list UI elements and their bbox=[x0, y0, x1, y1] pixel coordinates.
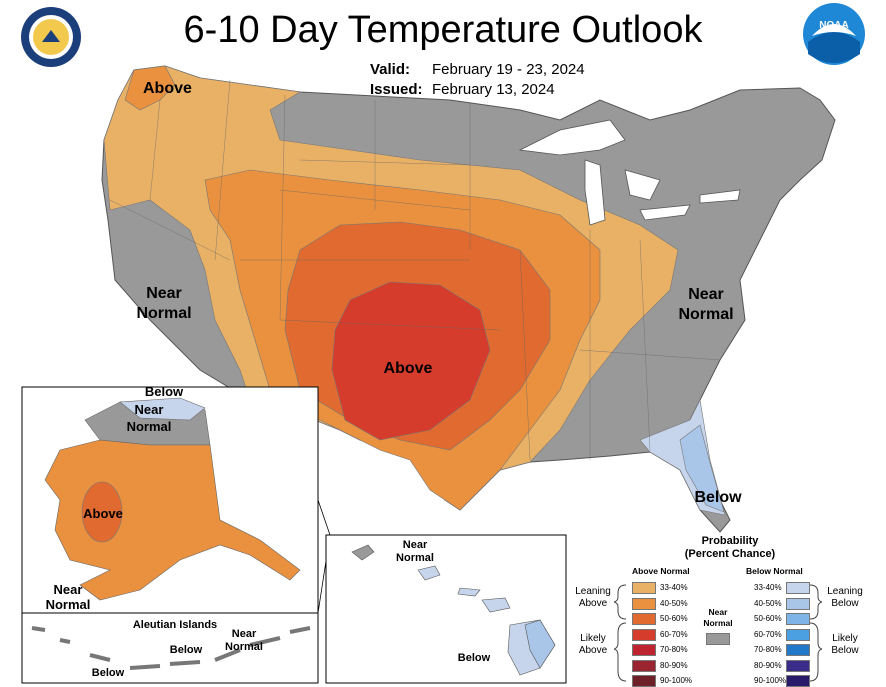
legend-likely-above-line2: Above bbox=[578, 645, 608, 656]
issued-label: Issued: bbox=[370, 81, 423, 98]
alaska-above-40-50-region bbox=[44, 439, 301, 601]
legend-likely-below-line2: Below bbox=[831, 645, 859, 656]
valid-label: Valid: bbox=[370, 61, 411, 78]
legend-below-swatch bbox=[786, 597, 810, 610]
legend-above-bin-label: 90-100% bbox=[660, 676, 693, 685]
legend-below-swatch bbox=[786, 675, 810, 687]
legend-below-swatch bbox=[786, 628, 810, 641]
legend-above-swatch bbox=[632, 582, 656, 594]
great-lakes bbox=[518, 119, 741, 226]
hawaii-maui bbox=[481, 597, 511, 613]
legend-near-normal-label: Near Normal bbox=[698, 607, 738, 629]
legend-above-swatch bbox=[632, 644, 656, 656]
legend-brace-left bbox=[614, 584, 627, 682]
issued-value: February 13, 2024 bbox=[432, 81, 555, 98]
legend-above-bin-label: 60-70% bbox=[660, 629, 688, 639]
legend-below-bin-label: 33-40% bbox=[754, 583, 782, 592]
legend-above-swatch bbox=[632, 675, 656, 687]
legend-below-bin-label: 80-90% bbox=[754, 660, 782, 670]
alaska-above-50-60-region bbox=[81, 481, 123, 543]
legend-likely-above: Likely Above bbox=[572, 633, 614, 657]
legend-title-line2: (Percent Chance) bbox=[684, 548, 776, 560]
legend-below-swatch bbox=[786, 582, 810, 594]
hawaii-molokai bbox=[457, 587, 481, 597]
page-title: 6-10 Day Temperature Outlook bbox=[183, 9, 703, 51]
legend-near-line1: Near bbox=[708, 607, 728, 617]
legend-below-bin-label: 40-50% bbox=[754, 598, 782, 608]
legend-above-swatch bbox=[632, 613, 656, 625]
legend-leaning-below: Leaning Below bbox=[822, 586, 868, 610]
legend-leaning-above-line1: Leaning bbox=[575, 586, 611, 597]
legend-near-line2: Normal bbox=[703, 618, 733, 628]
hawaii-kauai bbox=[351, 544, 375, 561]
aleutian-chain bbox=[31, 626, 311, 670]
legend-above-bin-label: 33-40% bbox=[660, 583, 688, 592]
legend-above-swatch bbox=[632, 597, 656, 610]
legend-below-bin-label: 60-70% bbox=[754, 629, 782, 639]
noaa-logo-icon: NOAA bbox=[803, 3, 865, 65]
hawaii-big-island-40-50 bbox=[524, 619, 556, 669]
state-lines bbox=[109, 79, 721, 461]
hawaii-oahu bbox=[417, 565, 441, 581]
below-40-50-region bbox=[679, 424, 725, 513]
legend-near-normal-swatch bbox=[706, 633, 730, 645]
legend-title-line1: Probability bbox=[701, 535, 759, 547]
legend-above-swatch bbox=[632, 628, 656, 641]
legend-leaning-above-line2: Above bbox=[578, 598, 608, 609]
legend-leaning-above: Leaning Above bbox=[572, 586, 614, 610]
noaa-logo-text: NOAA bbox=[819, 20, 848, 31]
legend-below-swatch bbox=[786, 659, 810, 672]
alaska-below-region bbox=[119, 397, 206, 421]
legend-brace-right bbox=[809, 584, 822, 682]
legend-above-header: Above Normal bbox=[632, 566, 690, 576]
legend-above-bin-label: 40-50% bbox=[660, 598, 688, 608]
legend-below-bin-label: 90-100% bbox=[754, 676, 787, 685]
legend-leaning-below-line2: Below bbox=[831, 598, 859, 609]
legend-above-bin-label: 70-80% bbox=[660, 645, 688, 654]
aleutian-inset-frame bbox=[21, 612, 319, 684]
legend-below-bin-label: 70-80% bbox=[754, 645, 782, 654]
legend-below-bin-label: 50-60% bbox=[754, 614, 782, 623]
legend-likely-below: Likely Below bbox=[822, 633, 868, 657]
date-block: Valid: February 19 - 23, 2024 Issued: Febr… bbox=[370, 60, 585, 100]
above-60-70-region bbox=[331, 281, 491, 441]
valid-value: February 19 - 23, 2024 bbox=[432, 61, 585, 78]
legend-above-bin-label: 80-90% bbox=[660, 660, 688, 670]
legend-below-swatch bbox=[786, 613, 810, 625]
legend-leaning-below-line1: Leaning bbox=[827, 586, 863, 597]
legend-likely-below-line1: Likely bbox=[832, 633, 858, 644]
probability-legend: Probability (Percent Chance) Above Norma… bbox=[570, 535, 880, 687]
legend-below-header: Below Normal bbox=[746, 566, 803, 576]
legend-below-swatch bbox=[786, 644, 810, 656]
legend-above-bin-label: 50-60% bbox=[660, 614, 688, 623]
legend-likely-above-line1: Likely bbox=[580, 633, 606, 644]
commerce-seal-icon bbox=[21, 7, 81, 67]
legend-title: Probability (Percent Chance) bbox=[660, 535, 800, 561]
legend-above-swatch bbox=[632, 659, 656, 672]
